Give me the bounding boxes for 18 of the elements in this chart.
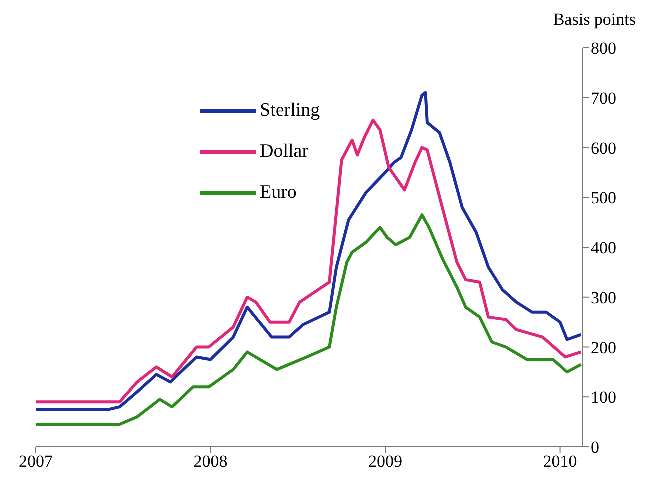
x-tick-label: 2009 xyxy=(368,452,403,472)
y-tick-label: 700 xyxy=(591,88,616,108)
y-tick-label: 800 xyxy=(591,39,616,58)
legend-label: Euro xyxy=(260,182,297,204)
x-tick-label: 2008 xyxy=(194,452,228,472)
y-tick-label: 600 xyxy=(591,138,616,158)
y-tick-label: 300 xyxy=(591,288,616,308)
y-tick-label: 500 xyxy=(591,188,616,208)
y-tick-label: 200 xyxy=(591,338,616,358)
x-tick-label: 2007 xyxy=(19,452,54,472)
x-tick-label: 2010 xyxy=(543,452,578,472)
legend-label: Sterling xyxy=(260,100,320,122)
legend-label: Dollar xyxy=(260,140,309,162)
y-tick-label: 100 xyxy=(591,388,616,408)
y-axis-title: Basis points xyxy=(553,10,636,30)
line-series xyxy=(36,214,583,426)
y-tick-label: 0 xyxy=(591,438,600,458)
y-tick-label: 400 xyxy=(591,238,616,258)
